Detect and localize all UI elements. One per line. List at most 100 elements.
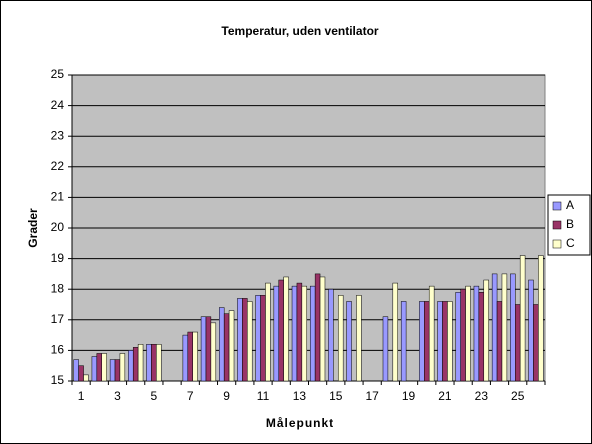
y-tick-label: 22 (51, 159, 65, 173)
bar (119, 353, 126, 382)
y-tick-label: 23 (51, 128, 65, 142)
bar (192, 331, 198, 382)
y-tick-label: 15 (51, 373, 65, 387)
bar (533, 304, 539, 382)
bar (465, 285, 471, 382)
bar (538, 255, 544, 382)
bar (337, 295, 344, 382)
bar (278, 279, 284, 382)
bar (247, 301, 253, 382)
bar (328, 288, 334, 382)
bar (428, 285, 435, 382)
y-tick-label: 21 (51, 190, 65, 204)
y-axis-label: Grader (26, 208, 40, 248)
legend-swatch (552, 201, 562, 211)
x-tick-label: 13 (293, 389, 307, 403)
bar (437, 301, 443, 382)
bar (273, 285, 280, 382)
bar (528, 279, 534, 382)
x-tick-label: 23 (475, 389, 489, 403)
bar (78, 365, 84, 382)
y-tick-label: 17 (51, 312, 65, 326)
bar (455, 292, 461, 382)
bar (519, 255, 526, 382)
bar (223, 313, 230, 382)
bar (237, 298, 243, 382)
bar (146, 344, 152, 382)
bar (478, 292, 485, 382)
x-tick-label: 11 (257, 389, 270, 403)
bar (91, 356, 98, 382)
bar (265, 282, 271, 382)
bar (96, 353, 102, 382)
bar (210, 322, 217, 382)
y-tick-label: 19 (51, 251, 65, 265)
bar (156, 344, 162, 382)
bar (296, 282, 303, 382)
bar (460, 288, 466, 382)
y-tick-label: 24 (51, 98, 65, 112)
bar (83, 374, 89, 382)
bar (491, 273, 498, 382)
bar (101, 353, 107, 382)
chart-title: Temperatur, uden ventilator (221, 24, 378, 38)
bar (137, 344, 144, 382)
legend-label: A (566, 198, 574, 212)
bar (200, 316, 207, 382)
bar (255, 295, 261, 382)
legend-label: C (566, 236, 575, 250)
legend-label: B (566, 217, 574, 231)
bar (442, 301, 448, 382)
bar (182, 334, 189, 382)
bar (473, 285, 480, 382)
y-tick-label: 25 (51, 67, 65, 81)
bar (382, 316, 389, 382)
y-tick-label: 16 (51, 343, 65, 357)
bar (424, 301, 430, 382)
x-axis-label: Målepunkt (266, 416, 334, 430)
x-tick-label: 17 (365, 389, 379, 403)
bar (392, 282, 398, 382)
y-tick-label: 18 (51, 281, 65, 295)
x-tick-label: 25 (511, 389, 525, 403)
bar (73, 359, 79, 382)
bar (132, 347, 139, 382)
bar (483, 279, 489, 382)
bar (283, 276, 289, 382)
bar (510, 273, 516, 382)
bar (128, 350, 134, 382)
x-tick-label: 9 (223, 389, 230, 403)
bar (346, 301, 352, 382)
y-tick-label: 20 (51, 220, 65, 234)
bar (291, 285, 298, 382)
bar (187, 331, 193, 382)
bar (242, 298, 248, 382)
bar (447, 301, 453, 382)
bar (319, 276, 326, 382)
x-tick-label: 15 (329, 389, 343, 403)
x-tick-label: 7 (187, 389, 194, 403)
bar (114, 359, 121, 382)
bar (356, 295, 362, 382)
bar (109, 359, 116, 382)
x-tick-label: 19 (402, 389, 416, 403)
x-tick-label: 21 (438, 389, 452, 403)
bar (496, 301, 503, 382)
legend-swatch (552, 220, 562, 230)
bar (205, 316, 212, 382)
legend-swatch (552, 239, 562, 249)
bar (228, 310, 235, 382)
bar (515, 304, 521, 382)
x-tick-label: 3 (114, 389, 121, 403)
bar (314, 273, 321, 382)
bar (501, 273, 508, 382)
bar (151, 344, 157, 382)
bar (260, 295, 266, 382)
bar (419, 301, 425, 382)
bar (301, 285, 308, 382)
x-tick-label: 1 (78, 389, 85, 403)
bar (219, 307, 225, 382)
bar (309, 285, 316, 382)
bar (400, 301, 407, 382)
